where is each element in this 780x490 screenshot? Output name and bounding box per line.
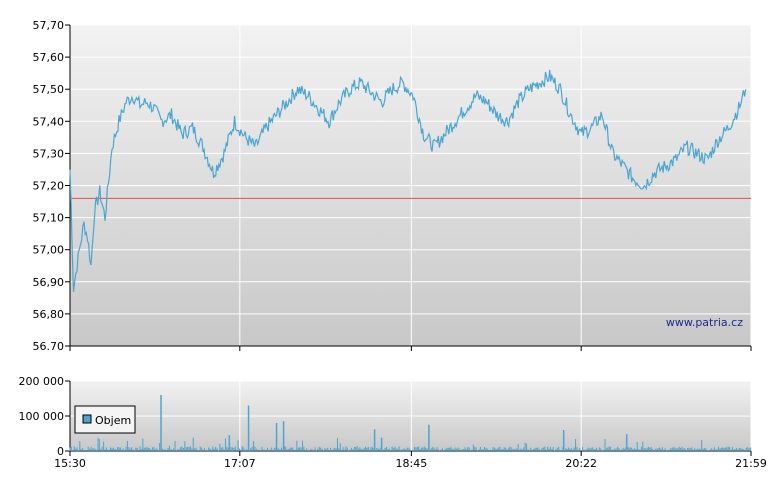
price-y-ticks: 57,70 57,60 57,50 57,40 57,30 57,20 57,10 57,00…: [33, 19, 70, 353]
price-y-tick-label: 57,10: [33, 212, 65, 225]
price-x-tick-marks: [69, 346, 752, 351]
price-y-tick-label: 57,60: [33, 51, 65, 64]
volume-y-tick-label: 0: [57, 445, 64, 458]
volume-x-ticks: 15:30 17:07 18:45 20:22 21:59: [54, 451, 767, 470]
x-tick-label: 18:45: [396, 457, 428, 470]
price-y-tick-label: 57,20: [33, 180, 65, 193]
x-tick-label: 20:22: [565, 457, 597, 470]
legend-swatch: [82, 414, 92, 424]
price-panel: 57,70 57,60 57,50 57,40 57,30 57,20 57,10 57,00…: [33, 19, 752, 353]
price-y-tick-label: 57,70: [33, 19, 65, 32]
volume-bars: [69, 395, 752, 451]
price-y-tick-label: 56,80: [33, 308, 65, 321]
volume-legend: Objem: [74, 405, 136, 434]
legend-label: Objem: [95, 414, 131, 427]
price-series-line: [69, 69, 747, 292]
watermark: www.patria.cz: [666, 316, 743, 329]
price-grid: [69, 24, 752, 347]
x-tick-label: 15:30: [54, 457, 86, 470]
volume-panel: 200 000 100 000 0 Objem 15:30 17:07 18:45 20:…: [19, 375, 767, 470]
price-y-tick-label: 57,50: [33, 83, 65, 96]
x-tick-label: 17:07: [224, 457, 256, 470]
price-y-tick-label: 57,30: [33, 147, 65, 160]
price-y-tick-label: 57,40: [33, 115, 65, 128]
price-y-tick-label: 56.70: [33, 340, 65, 353]
price-y-tick-label: 56,90: [33, 276, 65, 289]
volume-y-ticks: 200 000 100 000 0: [19, 375, 70, 458]
x-tick-label: 21:59: [735, 457, 767, 470]
volume-y-tick-label: 100 000: [19, 410, 65, 423]
volume-y-tick-label: 200 000: [19, 375, 65, 388]
price-y-tick-label: 57,00: [33, 244, 65, 257]
